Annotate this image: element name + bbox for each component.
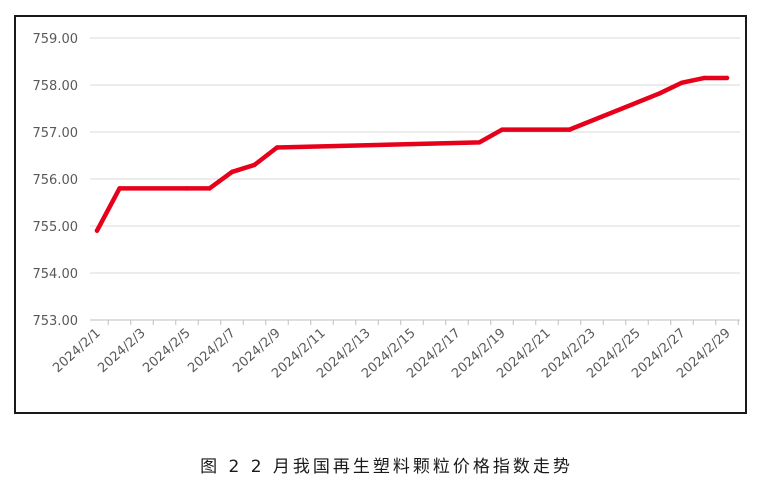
- x-tick-label: 2024/2/7: [185, 326, 238, 376]
- data-point: [702, 75, 707, 81]
- y-tick-label: 756.00: [33, 173, 79, 188]
- chart-frame: 753.00 754.00 755.00 756.00 757.00 758.00 759.…: [14, 15, 747, 414]
- data-point: [207, 186, 212, 191]
- y-tick-label: 759.00: [33, 32, 79, 47]
- data-point: [184, 186, 190, 191]
- data-point: [724, 75, 730, 81]
- data-point: [274, 145, 280, 150]
- data-point: [94, 228, 100, 233]
- series-line: [94, 75, 730, 233]
- data-point: [657, 91, 662, 96]
- y-tick-label: 755.00: [33, 220, 79, 235]
- data-point: [252, 162, 257, 168]
- y-tick-label: 757.00: [33, 126, 79, 141]
- x-tick-label: 2024/2/3: [95, 326, 148, 376]
- data-point: [229, 169, 235, 175]
- x-tick-label: 2024/2/5: [140, 326, 193, 376]
- data-point: [679, 80, 685, 85]
- data-point: [567, 127, 572, 132]
- y-tick-label: 758.00: [33, 79, 79, 94]
- y-tick-label: 754.00: [33, 267, 79, 282]
- line-chart: 753.00 754.00 755.00 756.00 757.00 758.00 759.…: [33, 32, 740, 382]
- figure-caption: 图 2 2 月我国再生塑料颗粒价格指数走势: [200, 457, 573, 477]
- y-tick-label: 753.00: [33, 314, 79, 329]
- data-point: [117, 186, 122, 191]
- data-point: [477, 140, 482, 145]
- data-point: [499, 127, 505, 132]
- x-tick-label: 2024/2/1: [50, 326, 103, 376]
